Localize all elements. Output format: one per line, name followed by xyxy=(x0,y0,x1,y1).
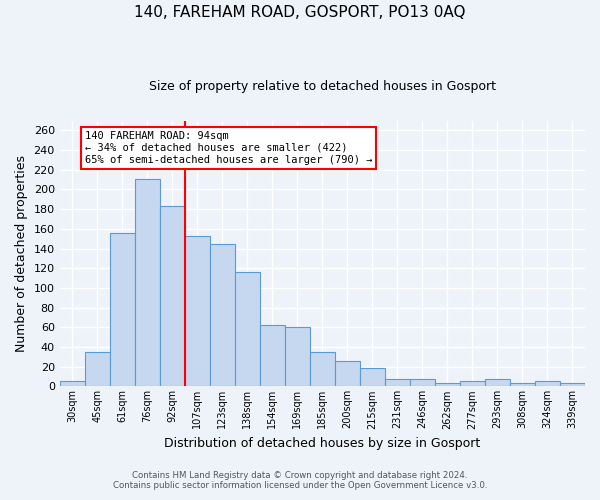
Bar xyxy=(485,380,510,386)
Bar xyxy=(160,206,185,386)
Bar xyxy=(435,384,460,386)
Bar xyxy=(59,382,85,386)
Bar xyxy=(110,233,135,386)
Bar xyxy=(135,178,160,386)
Bar xyxy=(185,236,210,386)
Bar xyxy=(310,352,335,386)
Bar xyxy=(360,368,385,386)
Text: 140, FAREHAM ROAD, GOSPORT, PO13 0AQ: 140, FAREHAM ROAD, GOSPORT, PO13 0AQ xyxy=(134,5,466,20)
Bar xyxy=(535,382,560,386)
Y-axis label: Number of detached properties: Number of detached properties xyxy=(15,155,28,352)
Bar xyxy=(460,382,485,386)
X-axis label: Distribution of detached houses by size in Gosport: Distribution of detached houses by size … xyxy=(164,437,481,450)
Bar xyxy=(510,384,535,386)
Bar xyxy=(560,384,585,386)
Bar xyxy=(285,328,310,386)
Bar xyxy=(410,378,435,386)
Title: Size of property relative to detached houses in Gosport: Size of property relative to detached ho… xyxy=(149,80,496,93)
Text: Contains HM Land Registry data © Crown copyright and database right 2024.
Contai: Contains HM Land Registry data © Crown c… xyxy=(113,470,487,490)
Bar xyxy=(385,378,410,386)
Bar xyxy=(260,326,285,386)
Bar xyxy=(235,272,260,386)
Bar xyxy=(335,361,360,386)
Bar xyxy=(85,352,110,386)
Text: 140 FAREHAM ROAD: 94sqm
← 34% of detached houses are smaller (422)
65% of semi-d: 140 FAREHAM ROAD: 94sqm ← 34% of detache… xyxy=(85,132,372,164)
Bar xyxy=(210,244,235,386)
